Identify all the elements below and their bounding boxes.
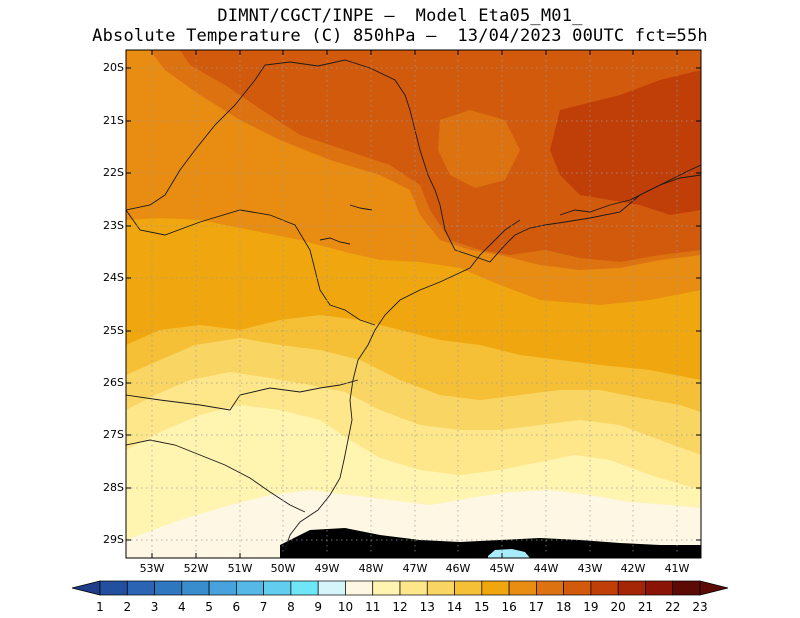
colorbar-label: 11: [365, 600, 381, 614]
colorbar-swatch: [399, 580, 428, 596]
temp-band-19: [180, 50, 701, 262]
lon-label: 41W: [664, 562, 690, 575]
lat-label: 25S: [103, 324, 124, 337]
lat-lon-grid: [126, 50, 701, 558]
lat-label: 28S: [103, 481, 124, 494]
border-ms-pr: [126, 209, 376, 326]
colorbar-label: 19: [583, 600, 599, 614]
plot-frame: [125, 49, 702, 559]
temp-band-9: [488, 549, 530, 558]
colorbar: [71, 580, 729, 596]
lon-label: 44W: [533, 562, 559, 575]
lat-label: 29S: [103, 533, 124, 546]
lon-label: 47W: [402, 562, 428, 575]
colorbar-label: 12: [392, 600, 408, 614]
colorbar-label: 9: [314, 600, 322, 614]
colorbar-swatch: [590, 580, 619, 596]
state-border-north: [126, 59, 701, 263]
colorbar-label: 6: [232, 600, 241, 614]
lon-label: 46W: [445, 562, 471, 575]
river-parana: [319, 237, 351, 245]
coast-rj: [559, 164, 701, 216]
colorbar-label: 15: [474, 600, 490, 614]
colorbar-label: 3: [150, 600, 159, 614]
lon-label: 43W: [577, 562, 603, 575]
colorbar-label: 1: [96, 600, 104, 614]
colorbar-label: 17: [528, 600, 544, 614]
lat-label: 22S: [103, 166, 124, 179]
lat-label: 20S: [103, 61, 124, 74]
colorbar-swatch: [126, 580, 155, 596]
colorbar-swatch: [290, 580, 319, 596]
lon-label: 45W: [489, 562, 515, 575]
colorbar-swatch: [563, 580, 592, 596]
temp-band-10: [280, 528, 701, 558]
colorbar-swatch: [617, 580, 646, 596]
colorbar-label: 16: [501, 600, 517, 614]
lon-label: 42W: [620, 562, 646, 575]
colorbar-swatch: [317, 580, 346, 596]
colorbar-swatch: [672, 580, 701, 596]
colorbar-label: 22: [665, 600, 681, 614]
colorbar-swatch: [208, 580, 237, 596]
colorbar-swatch: [536, 580, 564, 596]
colorbar-low-arrow: [71, 580, 101, 596]
colorbar-swatch: [645, 580, 674, 596]
border-pr-sc: [126, 379, 359, 411]
map-title-line1: DIMNT/CGCT/INPE – Model Eta05_M01_: [217, 6, 583, 26]
colorbar-swatch: [372, 580, 401, 596]
map-title-line2: Absolute Temperature (C) 850hPa – 13/04/…: [92, 26, 708, 46]
colorbar-swatch: [345, 580, 374, 596]
colorbar-label: 7: [259, 600, 268, 614]
lat-label: 21S: [103, 114, 124, 127]
temperature-field: [126, 50, 701, 558]
colorbar-label: 21: [637, 600, 654, 614]
colorbar-swatch: [99, 580, 128, 596]
colorbar-swatch: [263, 580, 292, 596]
colorbar-label: 2: [123, 600, 132, 614]
colorbar-swatch: [181, 580, 210, 596]
lat-label: 24S: [103, 271, 124, 284]
coast-sp-pr: [284, 219, 521, 551]
colorbar-label: 18: [555, 600, 572, 614]
coastline-borders: [126, 59, 701, 551]
temp-band-20: [550, 70, 701, 215]
colorbar-swatch: [508, 580, 537, 596]
colorbar-label: 8: [287, 600, 295, 614]
colorbar-label: 20: [610, 600, 626, 614]
axis-ticks: [126, 50, 701, 558]
colorbar-label: 10: [337, 600, 354, 614]
river-tiete: [349, 204, 373, 211]
lon-label: 48W: [358, 562, 384, 575]
colorbar-high-arrow: [699, 580, 729, 596]
lat-label: 26S: [103, 376, 124, 389]
lon-label: 53W: [139, 562, 165, 575]
colorbar-swatch: [481, 580, 510, 596]
lat-label: 23S: [103, 219, 124, 232]
colorbar-swatch: [426, 580, 455, 596]
lon-label: 52W: [183, 562, 209, 575]
colorbar-label: 14: [446, 600, 463, 614]
colorbar-label: 5: [205, 600, 213, 614]
lon-label: 51W: [227, 562, 253, 575]
colorbar-label: 4: [177, 600, 186, 614]
colorbar-label: 23: [692, 600, 708, 614]
lat-label: 27S: [103, 428, 124, 441]
temp-band-18-inner: [438, 110, 520, 188]
colorbar-swatch: [454, 580, 483, 596]
lon-label: 50W: [270, 562, 296, 575]
colorbar-label: 13: [419, 600, 435, 614]
colorbar-swatch: [154, 580, 183, 596]
lon-label: 49W: [314, 562, 340, 575]
colorbar-swatch: [236, 580, 264, 596]
